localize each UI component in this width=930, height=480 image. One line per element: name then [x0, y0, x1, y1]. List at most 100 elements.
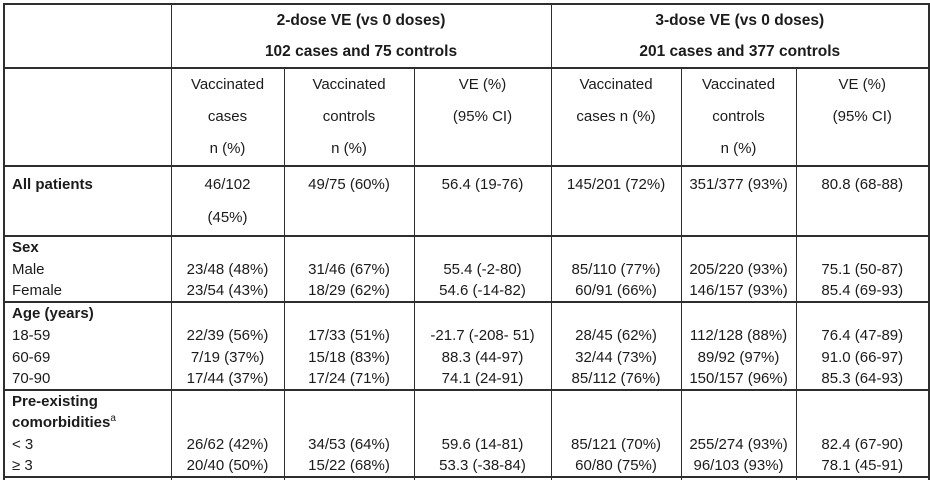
section-header-row: Sex	[3, 235, 930, 258]
data-cell: 85.4 (69-93)	[795, 280, 930, 302]
row-label: 18-59	[12, 326, 51, 344]
col-header-ve-2dose: VE (%) (95% CI)	[413, 67, 552, 166]
data-cell: 76.4 (47-89)	[795, 324, 930, 346]
data-cell	[550, 235, 682, 258]
data-cell: 34/53 (64%)	[283, 433, 415, 455]
group-header-row: 2-dose VE (vs 0 doses) 102 cases and 75 …	[3, 4, 930, 68]
table-row: Male 23/48 (48%) 31/46 (67%) 55.4 (-2-80…	[3, 258, 930, 280]
row-label-cell: Pre-existing comorbiditiesa	[3, 389, 172, 433]
row-label-cell: ≥ 3	[3, 455, 172, 477]
row-label: 70-90	[12, 370, 51, 387]
corner-cell	[3, 67, 172, 166]
data-cell	[550, 389, 682, 433]
data-cell: 59.6 (14-81)	[413, 433, 552, 455]
data-cell: 28/45 (62%)	[550, 324, 682, 346]
data-cell	[283, 301, 415, 324]
data-cell	[283, 235, 415, 258]
data-cell: 91.0 (66-97)	[795, 346, 930, 368]
group-title-2dose: 2-dose VE (vs 0 doses)	[276, 12, 446, 29]
data-cell: 15/18 (83%)	[283, 346, 415, 368]
table-row: 70-90 17/44 (37%) 17/24 (71%) 74.1 (24-9…	[3, 368, 930, 390]
row-label-cell: Male	[3, 258, 172, 280]
clipped-partial-row	[3, 476, 930, 480]
superscript-note: a	[110, 413, 116, 424]
data-cell: 55.4 (-2-80)	[413, 258, 552, 280]
data-cell	[413, 301, 552, 324]
row-label-cell: Sex	[3, 235, 172, 258]
table-row: All patients 46/102 (45%) 49/75 (60%) 56…	[3, 165, 930, 236]
data-cell	[283, 389, 415, 433]
data-cell: 17/44 (37%)	[170, 368, 285, 390]
data-cell: 23/48 (48%)	[170, 258, 285, 280]
data-cell	[795, 235, 930, 258]
data-cell: 112/128 (88%)	[680, 324, 797, 346]
data-cell: 17/24 (71%)	[283, 368, 415, 390]
data-cell	[795, 476, 930, 480]
data-cell	[550, 301, 682, 324]
row-label: Male	[12, 260, 45, 278]
data-cell: 49/75 (60%)	[283, 165, 415, 236]
col-header-vaccinated-cases-3dose: Vaccinated cases n (%)	[550, 67, 682, 166]
corner-cell	[3, 4, 172, 68]
col-header-vaccinated-controls-2dose: Vaccinated controls n (%)	[283, 67, 415, 166]
data-cell: 145/201 (72%)	[550, 165, 682, 236]
table-row: Female 23/54 (43%) 18/29 (62%) 54.6 (-14…	[3, 280, 930, 302]
row-label-cell: All patients	[3, 165, 172, 236]
data-cell: -21.7 (-208- 51)	[413, 324, 552, 346]
group-title-3dose: 3-dose VE (vs 0 doses)	[655, 12, 825, 29]
section-header-row: Age (years)	[3, 301, 930, 324]
data-cell	[680, 389, 797, 433]
data-cell: 78.1 (45-91)	[795, 455, 930, 477]
data-cell: 15/22 (68%)	[283, 455, 415, 477]
data-cell: 22/39 (56%)	[170, 324, 285, 346]
data-cell	[413, 235, 552, 258]
row-label-cell: 18-59	[3, 324, 172, 346]
data-cell: 150/157 (96%)	[680, 368, 797, 390]
group-header-3dose: 3-dose VE (vs 0 doses) 201 cases and 377…	[550, 4, 930, 68]
data-cell: 31/46 (67%)	[283, 258, 415, 280]
data-cell: 88.3 (44-97)	[413, 346, 552, 368]
data-cell: 205/220 (93%)	[680, 258, 797, 280]
vaccine-effectiveness-table: 2-dose VE (vs 0 doses) 102 cases and 75 …	[3, 3, 930, 480]
table-row: ≥ 3 20/40 (50%) 15/22 (68%) 53.3 (-38-84…	[3, 455, 930, 477]
group-header-2dose: 2-dose VE (vs 0 doses) 102 cases and 75 …	[170, 4, 552, 68]
row-label: All patients	[12, 176, 93, 193]
row-label-cell: < 3	[3, 433, 172, 455]
data-cell	[680, 301, 797, 324]
data-cell: 75.1 (50-87)	[795, 258, 930, 280]
data-cell: 26/62 (42%)	[170, 433, 285, 455]
row-label-cell: 70-90	[3, 368, 172, 390]
group-subtitle-3dose: 201 cases and 377 controls	[639, 43, 841, 60]
row-label-cell: 60-69	[3, 346, 172, 368]
column-header-row: Vaccinated cases n (%) Vaccinated contro…	[3, 67, 930, 166]
data-cell: 53.3 (-38-84)	[413, 455, 552, 477]
data-cell: 23/54 (43%)	[170, 280, 285, 302]
data-cell: 54.6 (-14-82)	[413, 280, 552, 302]
col-header-ve-3dose: VE (%) (95% CI)	[795, 67, 930, 166]
data-cell: 85/121 (70%)	[550, 433, 682, 455]
data-cell: 80.8 (68-88)	[795, 165, 930, 236]
table-row: 60-69 7/19 (37%) 15/18 (83%) 88.3 (44-97…	[3, 346, 930, 368]
data-cell: 18/29 (62%)	[283, 280, 415, 302]
data-cell: 32/44 (73%)	[550, 346, 682, 368]
data-cell	[170, 389, 285, 433]
data-cell: 255/274 (93%)	[680, 433, 797, 455]
data-cell: 89/92 (97%)	[680, 346, 797, 368]
data-cell: 56.4 (19-76)	[413, 165, 552, 236]
row-label-cell: Age (years)	[3, 301, 172, 324]
row-label: ≥ 3	[12, 457, 33, 474]
data-cell	[413, 389, 552, 433]
data-cell: 60/91 (66%)	[550, 280, 682, 302]
data-cell: 46/102 (45%)	[170, 165, 285, 236]
data-cell	[170, 301, 285, 324]
data-cell: 351/377 (93%)	[680, 165, 797, 236]
data-cell: 146/157 (93%)	[680, 280, 797, 302]
data-cell: 60/80 (75%)	[550, 455, 682, 477]
row-label: 60-69	[12, 348, 51, 366]
data-cell	[795, 389, 930, 433]
section-header-row: Pre-existing comorbiditiesa	[3, 389, 930, 433]
data-cell	[795, 301, 930, 324]
data-cell: 85/110 (77%)	[550, 258, 682, 280]
data-cell: 85.3 (64-93)	[795, 368, 930, 390]
